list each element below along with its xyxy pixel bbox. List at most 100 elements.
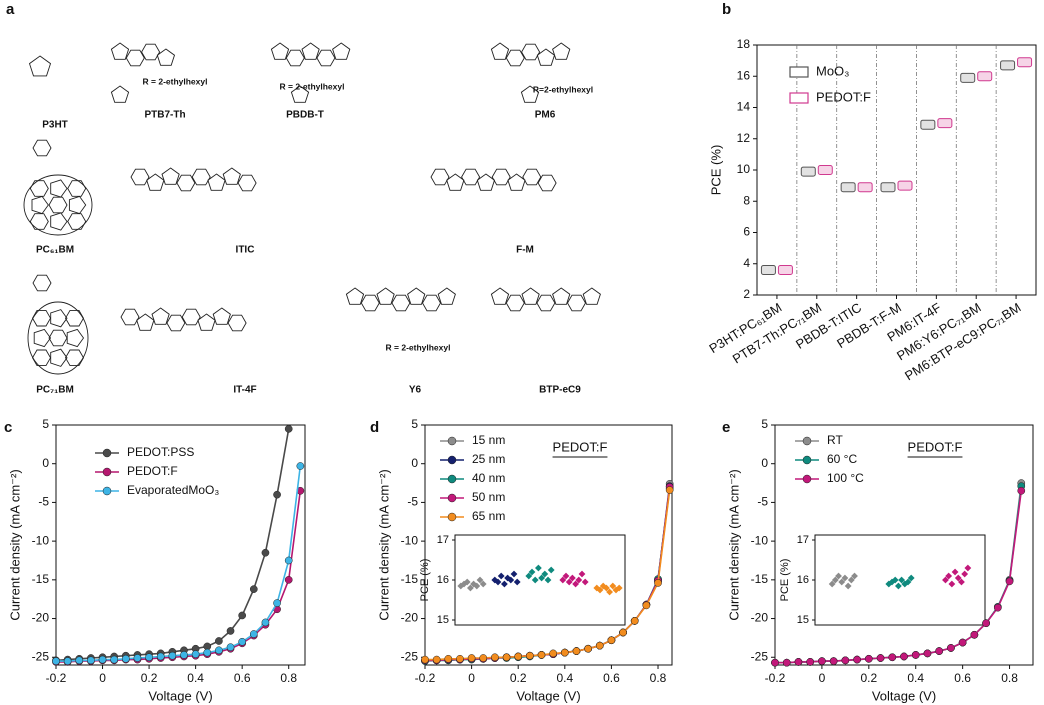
panel-label: c [4, 419, 12, 436]
fullerene [27, 301, 89, 375]
y-tick-label: 18 [737, 37, 751, 51]
jv-point [467, 654, 476, 662]
jv-point [864, 654, 873, 663]
structure-ring [391, 294, 411, 312]
molecule-name: F-M [516, 245, 534, 256]
legend-label: PEDOT:PSS [127, 445, 194, 459]
jv-point [982, 619, 990, 628]
x-tick-label: 0.8 [650, 671, 667, 685]
legend-label: 25 nm [472, 452, 505, 466]
inset-y-tick-label: 17 [797, 534, 809, 546]
structure-ring [31, 349, 52, 367]
structure-ring [50, 212, 68, 231]
jv-point [958, 638, 967, 647]
jv-curve [56, 465, 302, 662]
jv-point [52, 657, 60, 665]
jv-point [261, 618, 270, 627]
x-axis-label: Voltage (V) [148, 688, 212, 703]
structure-ring [67, 180, 87, 197]
y-axis-label: Current density (mA cm⁻²) [7, 469, 22, 620]
y-tick-label: -15 [751, 572, 769, 586]
x-tick-label: 0 [819, 671, 826, 685]
y-tick-label: -10 [32, 533, 50, 547]
pce-box [1000, 60, 1016, 71]
inset-y-axis-label: PCE (%) [779, 559, 791, 602]
y-tick-label: 5 [42, 417, 49, 431]
plot-frame [756, 44, 1037, 296]
structure-ring [552, 42, 571, 60]
inset-y-tick-label: 17 [437, 534, 449, 546]
panel-label: b [722, 1, 731, 18]
y-tick-label: -25 [751, 649, 769, 663]
jv-curve [56, 490, 302, 663]
structure-ring [130, 168, 150, 186]
legend-marker [802, 474, 812, 484]
jv-point [526, 651, 534, 660]
x-tick-label: 0.6 [234, 671, 251, 685]
structure-ring [521, 287, 540, 305]
legend-marker [447, 474, 457, 484]
jv-point [502, 653, 511, 662]
plot-frame [424, 424, 673, 666]
structure-ring [181, 308, 201, 326]
jv-point [572, 647, 581, 655]
pce-box [840, 182, 856, 193]
jv-point [549, 649, 558, 658]
structure-ring [125, 49, 145, 67]
structure-ring [421, 294, 442, 312]
structure-ring [437, 287, 456, 305]
x-tick-label: 0.2 [860, 671, 877, 685]
legend-marker [802, 455, 812, 465]
pce-box [960, 72, 976, 83]
jv-point [911, 651, 920, 659]
panel-label: a [6, 1, 15, 18]
jv-point [156, 652, 165, 661]
structure-ring [67, 213, 87, 230]
structure-ring [520, 85, 540, 103]
structure-ring [521, 43, 541, 61]
jv-curve [775, 490, 1023, 664]
y-tick-label: -15 [401, 572, 419, 586]
jv-point [215, 637, 223, 645]
jv-point [238, 611, 247, 620]
structure-ring [48, 196, 68, 214]
pce-box [920, 119, 936, 130]
structure-ring [270, 42, 290, 60]
molecule-name: PC₇₁BM [36, 385, 74, 396]
structure-ring [110, 85, 130, 103]
jv-point [284, 575, 293, 584]
x-tick-label: 0 [99, 671, 106, 685]
structure-ring [522, 168, 542, 186]
y-tick-label: 12 [737, 131, 751, 145]
legend-marker [447, 512, 457, 522]
legend-marker [802, 436, 812, 446]
structure-ring [50, 179, 68, 198]
structure-ring [151, 307, 170, 325]
structure-ring [446, 173, 465, 191]
jv-point [226, 627, 235, 635]
inset-y-tick-label: 16 [437, 574, 449, 586]
y-tick-label: -15 [32, 572, 50, 586]
x-tick-label: 0.6 [603, 671, 620, 685]
structure-ring [29, 213, 49, 230]
x-tick-label: -0.2 [46, 671, 67, 685]
structure-ring [505, 49, 525, 67]
structure-note: R = 2-ethylhexyl [280, 81, 345, 91]
pce-box [777, 265, 793, 275]
pce-box [897, 180, 913, 191]
inset-point [473, 582, 481, 590]
legend-label: EvaporatedMoO₃ [127, 483, 219, 497]
structure-ring [64, 309, 85, 327]
structure-ring [237, 174, 257, 192]
structure-ring [136, 313, 155, 331]
structure-ring [68, 195, 87, 215]
plot-frame [774, 424, 1034, 666]
jv-point [261, 548, 270, 557]
y-tick-label: 14 [737, 100, 751, 114]
inset-point [467, 584, 474, 592]
legend-label: 60 °C [827, 452, 857, 466]
legend-label: RT [827, 433, 843, 447]
legend-swatch [789, 92, 809, 104]
y-tick-label: 16 [737, 68, 751, 82]
